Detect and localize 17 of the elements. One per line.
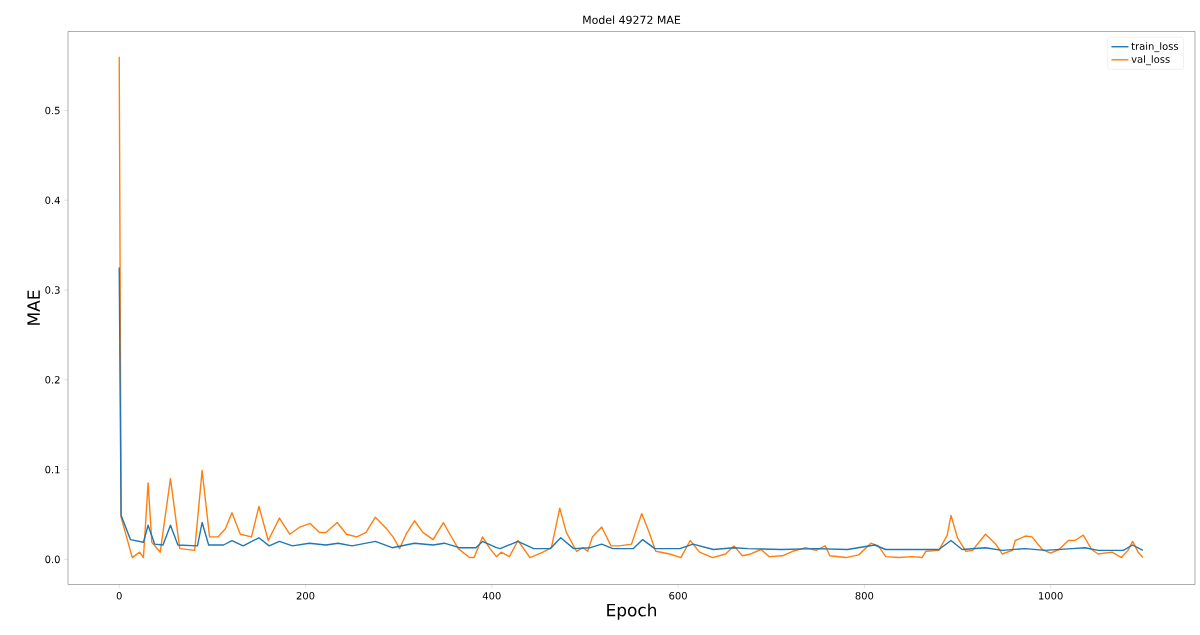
x-tick-label: 600 [669, 592, 687, 600]
x-tick-label: 800 [855, 592, 874, 600]
legend-label: train_loss [1131, 42, 1179, 53]
x-axis-title: Epoch [607, 603, 657, 620]
x-tick-label: 1000 [1039, 592, 1063, 600]
x-tick-label: 0 [116, 592, 122, 600]
y-tick-label: 0.1 [45, 465, 60, 474]
x-tick-label: 400 [482, 592, 501, 600]
x-tick-label: 200 [296, 592, 315, 600]
legend-label: val_loss [1131, 55, 1170, 66]
y-axis-title: MAE [27, 290, 40, 325]
y-tick-label: 0.5 [45, 106, 60, 115]
y-tick-label: 0.3 [45, 286, 60, 294]
y-tick-label: 0.4 [45, 196, 60, 205]
y-tick-label: 0.2 [45, 376, 60, 384]
chart-title: Model 49272 MAE [583, 15, 681, 24]
y-tick-label: 0.0 [45, 555, 60, 564]
